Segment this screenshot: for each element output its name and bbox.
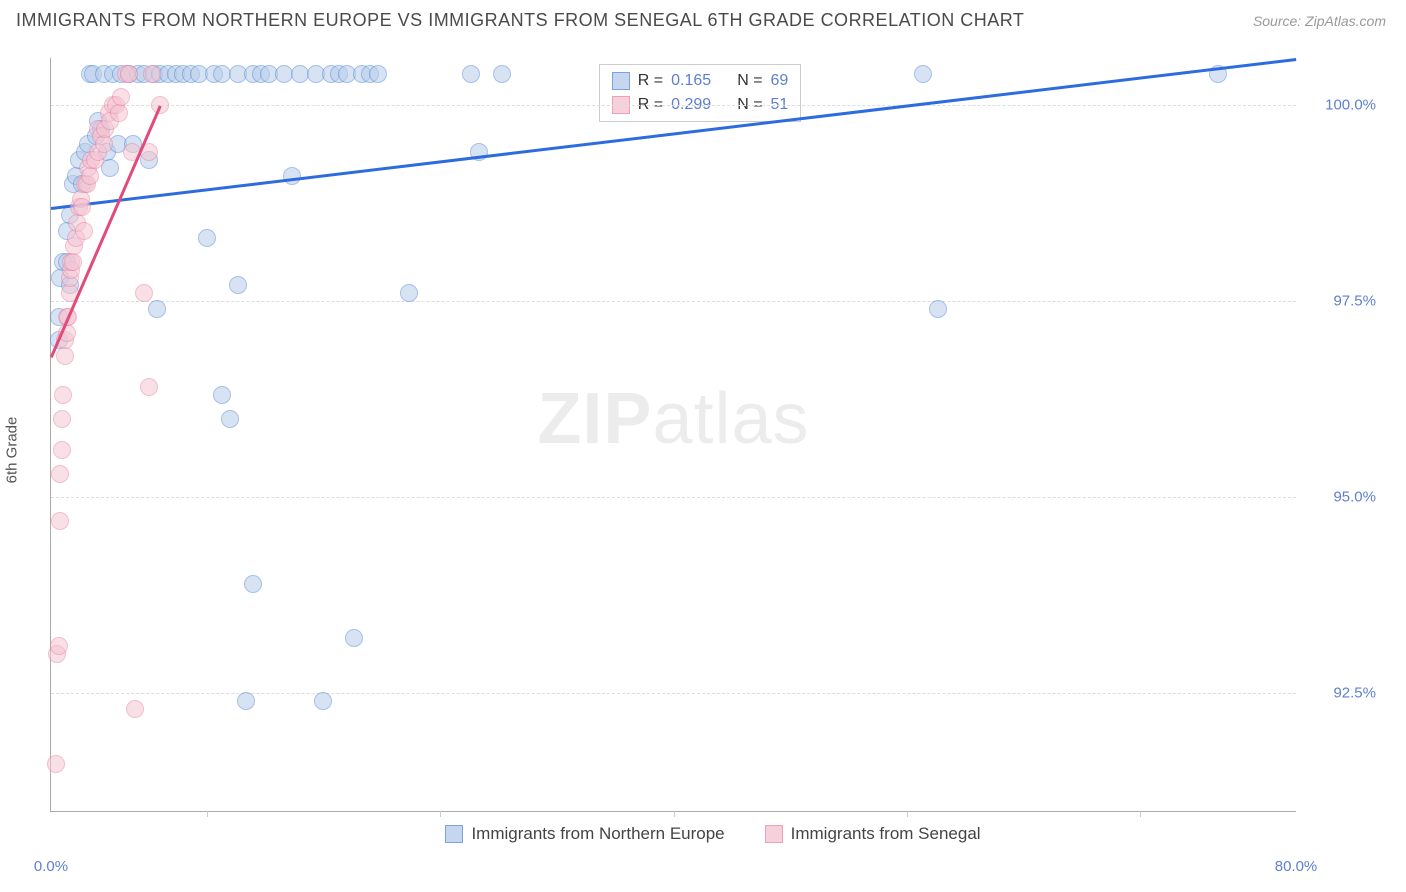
n-label-0: N = — [737, 69, 762, 93]
stats-legend-box: R = 0.165 N = 69 R = 0.299 N = 51 — [599, 64, 802, 122]
data-point — [51, 512, 69, 530]
data-point — [64, 253, 82, 271]
data-point — [283, 167, 301, 185]
legend-swatch-1 — [765, 825, 783, 843]
n-value-0: 69 — [771, 69, 789, 93]
legend-label-0: Immigrants from Northern Europe — [471, 824, 724, 844]
data-point — [229, 276, 247, 294]
data-point — [50, 637, 68, 655]
data-point — [143, 65, 161, 83]
data-point — [400, 284, 418, 302]
data-point — [73, 198, 91, 216]
watermark-light: atlas — [652, 379, 809, 459]
legend-label-1: Immigrants from Senegal — [791, 824, 981, 844]
data-point — [345, 629, 363, 647]
swatch-series-0 — [612, 72, 630, 90]
bottom-legend: Immigrants from Northern Europe Immigran… — [40, 824, 1386, 844]
data-point — [140, 378, 158, 396]
data-point — [110, 104, 128, 122]
y-gridline — [51, 497, 1296, 498]
data-point — [244, 575, 262, 593]
x-minor-tick — [440, 811, 441, 817]
legend-swatch-0 — [445, 825, 463, 843]
data-point — [56, 347, 74, 365]
source-value: ZipAtlas.com — [1305, 13, 1386, 29]
x-minor-tick — [674, 811, 675, 817]
legend-item-1: Immigrants from Senegal — [765, 824, 981, 844]
data-point — [462, 65, 480, 83]
watermark-bold: ZIP — [537, 379, 652, 459]
data-point — [213, 386, 231, 404]
y-gridline — [51, 693, 1296, 694]
data-point — [101, 159, 119, 177]
source-label: Source: — [1253, 13, 1305, 29]
x-tick-label: 80.0% — [1275, 858, 1318, 875]
r-label-0: R = — [638, 69, 663, 93]
data-point — [369, 65, 387, 83]
data-point — [314, 692, 332, 710]
source-attribution: Source: ZipAtlas.com — [1253, 13, 1386, 29]
data-point — [120, 65, 138, 83]
data-point — [148, 300, 166, 318]
data-point — [53, 410, 71, 428]
y-axis-label: 6th Grade — [4, 417, 21, 484]
watermark: ZIPatlas — [537, 378, 809, 460]
y-tick-label: 97.5% — [1306, 293, 1376, 310]
x-minor-tick — [907, 811, 908, 817]
data-point — [221, 410, 239, 428]
x-tick-label: 0.0% — [34, 858, 68, 875]
data-point — [53, 441, 71, 459]
chart-header: IMMIGRANTS FROM NORTHERN EUROPE VS IMMIG… — [0, 0, 1406, 35]
data-point — [126, 700, 144, 718]
legend-item-0: Immigrants from Northern Europe — [445, 824, 724, 844]
data-point — [95, 135, 113, 153]
y-tick-label: 100.0% — [1306, 97, 1376, 114]
data-point — [135, 284, 153, 302]
data-point — [112, 88, 130, 106]
data-point — [151, 96, 169, 114]
data-point — [237, 692, 255, 710]
data-point — [51, 465, 69, 483]
chart-title: IMMIGRANTS FROM NORTHERN EUROPE VS IMMIG… — [16, 10, 1024, 31]
stats-row-series-0: R = 0.165 N = 69 — [612, 69, 789, 93]
y-tick-label: 92.5% — [1306, 685, 1376, 702]
data-point — [47, 755, 65, 773]
data-point — [81, 167, 99, 185]
r-value-0: 0.165 — [671, 69, 711, 93]
data-point — [75, 222, 93, 240]
x-minor-tick — [1140, 811, 1141, 817]
data-point — [493, 65, 511, 83]
data-point — [914, 65, 932, 83]
data-point — [54, 386, 72, 404]
chart-container: 6th Grade ZIPatlas R = 0.165 N = 69 R = … — [40, 48, 1386, 852]
y-tick-label: 95.0% — [1306, 489, 1376, 506]
y-gridline — [51, 105, 1296, 106]
x-minor-tick — [207, 811, 208, 817]
data-point — [198, 229, 216, 247]
data-point — [929, 300, 947, 318]
plot-area: ZIPatlas R = 0.165 N = 69 R = 0.299 N = … — [50, 58, 1296, 812]
y-gridline — [51, 301, 1296, 302]
